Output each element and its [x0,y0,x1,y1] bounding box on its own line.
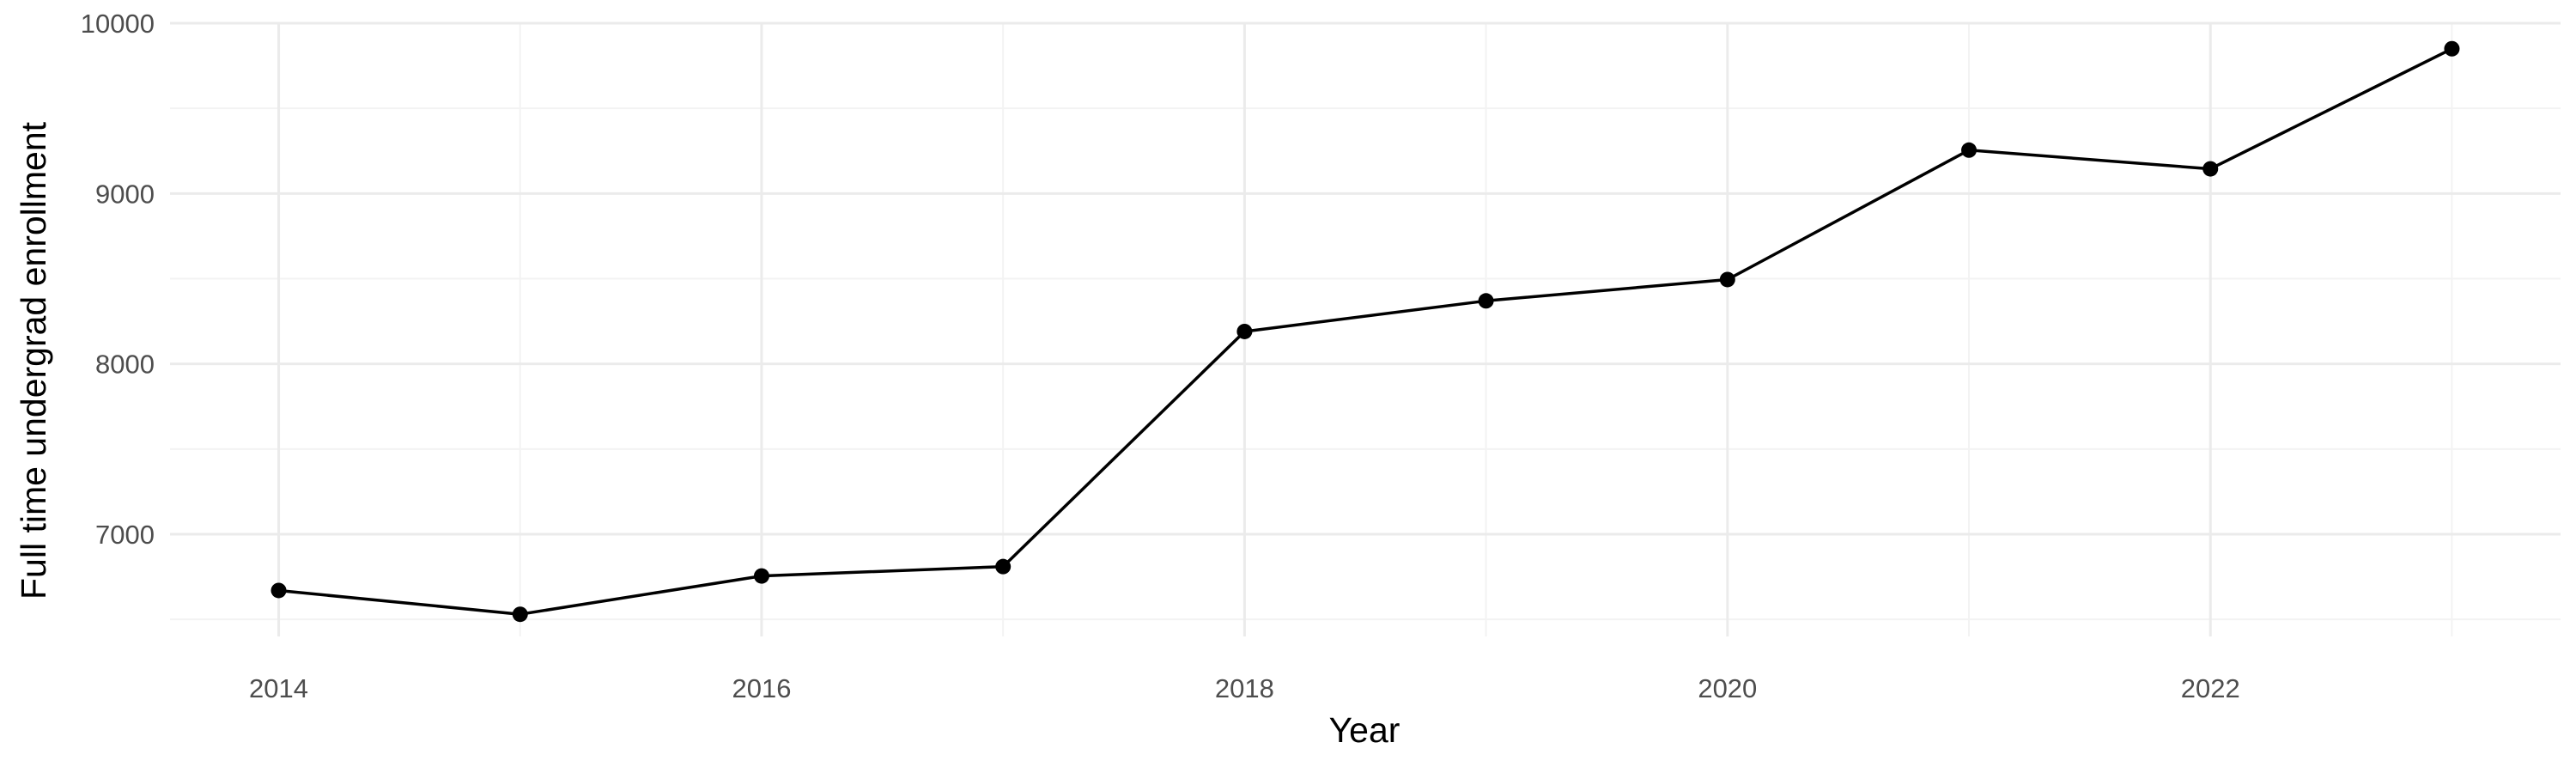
data-point [1961,142,1978,158]
data-point [1236,323,1253,339]
data-point [270,582,287,599]
y-tick-label: 9000 [95,179,155,209]
x-tick-label: 2020 [1698,673,1757,703]
x-tick-label: 2022 [2181,673,2240,703]
y-tick-label: 10000 [81,9,155,39]
y-axis-title: Full time undergrad enrollment [14,121,53,600]
x-axis-tick-labels: 2014 2016 2018 2020 2022 [249,673,2240,703]
data-point [1478,293,1494,309]
major-gridlines-y [170,21,2561,536]
y-tick-label: 7000 [95,520,155,550]
y-axis-tick-labels: 7000 8000 9000 10000 [81,9,155,550]
x-tick-label: 2018 [1215,673,1274,703]
minor-gridlines-y [170,107,2561,621]
x-tick-label: 2014 [249,673,308,703]
data-point [995,558,1012,575]
x-axis-title: Year [1329,710,1400,750]
y-tick-label: 8000 [95,350,155,380]
data-point [753,568,769,584]
data-point [2202,161,2219,177]
series-line [278,47,2453,616]
x-tick-label: 2016 [732,673,791,703]
series-layer [270,40,2460,623]
data-point [512,606,528,623]
minor-gridlines-x [519,23,2453,636]
data-point [2444,40,2460,57]
data-point [1719,271,1735,288]
